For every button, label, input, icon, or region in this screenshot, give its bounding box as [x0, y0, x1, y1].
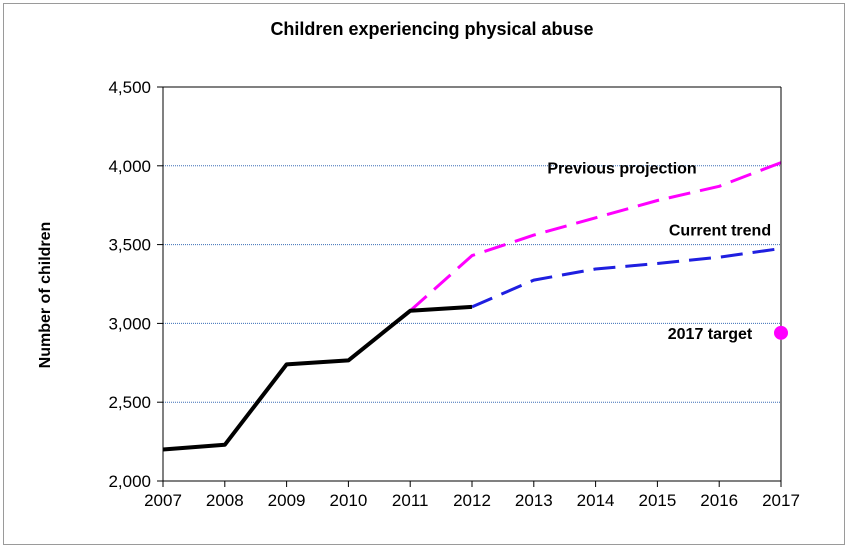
x-tick-label: 2016 [700, 491, 738, 510]
series-line-current-trend [471, 247, 782, 309]
annotation-current-trend: Current trend [669, 223, 771, 240]
x-tick-label: 2010 [329, 491, 367, 510]
y-axis-ticks: 2,000 2,500 3,000 3,500 4,000 4,500 [108, 78, 163, 491]
y-axis-label: Number of children [37, 222, 54, 369]
series-lines [162, 161, 782, 452]
gridlines [163, 165, 781, 403]
x-tick-label: 2015 [638, 491, 676, 510]
chart-title: Children experiencing physical abuse [270, 19, 593, 39]
x-tick-label: 2007 [144, 491, 182, 510]
y-tick-label: 4,000 [108, 157, 151, 176]
annotation-2017-target: 2017 target [668, 326, 753, 343]
series-line-actual [162, 304, 473, 452]
chart-frame [3, 3, 845, 545]
annotations: Previous projection Current trend 2017 tar… [547, 161, 771, 343]
x-tick-label: 2017 [762, 491, 800, 510]
x-tick-label: 2008 [206, 491, 244, 510]
y-tick-label: 3,000 [108, 314, 151, 333]
target-marker [774, 325, 788, 340]
y-tick-label: 2,000 [108, 472, 151, 491]
x-tick-label: 2013 [515, 491, 553, 510]
series-line-previous-projection [409, 161, 782, 312]
axes [162, 86, 788, 482]
x-tick-label: 2014 [577, 491, 615, 510]
annotation-previous-projection: Previous projection [547, 161, 696, 178]
x-axis-ticks: 2007 2008 2009 2010 2011 2012 2013 2014 2015 2016… [144, 481, 800, 510]
y-tick-label: 4,500 [108, 78, 151, 97]
x-tick-label: 2009 [268, 491, 306, 510]
x-tick-label: 2011 [392, 491, 429, 510]
y-tick-label: 3,500 [108, 236, 151, 255]
y-tick-label: 2,500 [108, 393, 151, 412]
x-tick-label: 2012 [453, 491, 491, 510]
